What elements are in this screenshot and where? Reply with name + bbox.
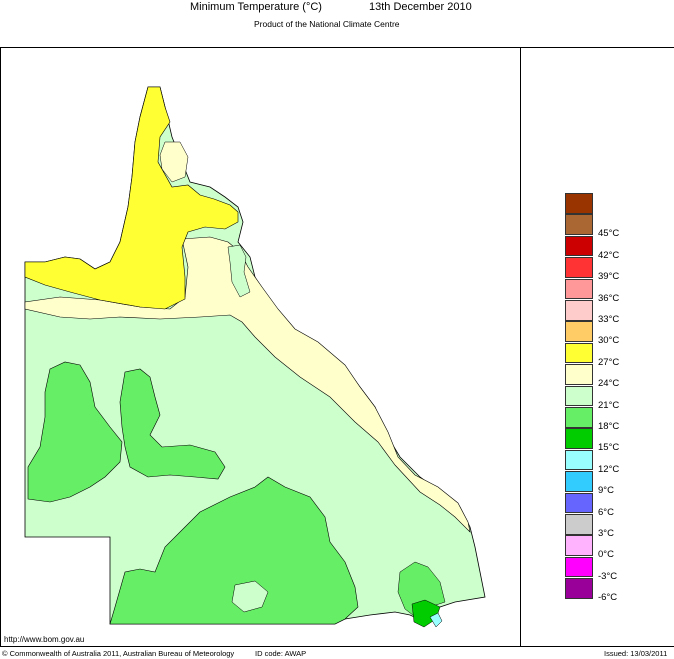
legend-swatch	[565, 342, 593, 364]
legend-swatch	[565, 492, 593, 514]
legend-swatch	[565, 257, 593, 278]
legend-label: 27°C	[598, 356, 620, 368]
legend-swatch	[565, 535, 593, 556]
queensland-map	[24, 86, 486, 628]
legend-swatch	[565, 428, 593, 449]
legend-swatch	[565, 278, 593, 300]
legend-label: 36°C	[598, 292, 620, 304]
legend-swatch	[565, 471, 593, 492]
region-21c-hole	[231, 580, 269, 613]
legend-label: 12°C	[598, 463, 620, 475]
region-18c-west	[27, 361, 123, 503]
legend-swatch	[565, 300, 593, 321]
region-21c-coast	[227, 244, 251, 298]
legend-swatch	[565, 578, 593, 599]
legend-swatch	[565, 235, 593, 257]
region-24c	[24, 236, 471, 533]
frame-left-edge	[0, 47, 1, 647]
id-code: ID code: AWAP	[255, 649, 307, 658]
legend-label: -6°C	[598, 592, 618, 604]
region-18c-south	[109, 476, 359, 625]
legend-label: 30°C	[598, 335, 620, 347]
region-12c	[429, 612, 443, 628]
legend-label: 3°C	[598, 528, 614, 539]
legend-label: 21°C	[598, 399, 620, 411]
map-header: Minimum Temperature (°C) 13th December 2…	[0, 0, 674, 46]
legend-label: 18°C	[598, 421, 620, 432]
legend-label: 33°C	[598, 314, 620, 325]
legend-label: -3°C	[598, 570, 618, 582]
region-24c-cape	[159, 141, 189, 183]
legend-label: 39°C	[598, 271, 620, 283]
legend-label: 15°C	[598, 442, 620, 454]
map-date: 13th December 2010	[369, 1, 472, 13]
legend-swatch	[565, 514, 593, 535]
map-subtitle: Product of the National Climate Centre	[254, 19, 400, 29]
legend-label: 6°C	[598, 506, 614, 518]
legend-label: 24°C	[598, 378, 620, 390]
legend-label: 42°C	[598, 249, 620, 261]
region-18c-central	[119, 368, 226, 480]
region-27c	[24, 86, 239, 310]
legend-divider	[520, 47, 521, 647]
legend-swatch	[565, 364, 593, 385]
legend-swatch	[565, 214, 593, 235]
legend-swatch	[565, 193, 593, 214]
legend-swatch	[565, 385, 593, 407]
map-title: Minimum Temperature (°C)	[190, 1, 322, 13]
legend-swatch	[565, 407, 593, 428]
legend-label: 9°C	[598, 485, 614, 497]
legend-swatch	[565, 449, 593, 471]
issued-date: Issued: 13/03/2011	[604, 649, 668, 658]
legend-swatch	[565, 321, 593, 342]
copyright-text: © Commonwealth of Australia 2011, Austra…	[2, 649, 235, 658]
map-frame	[0, 47, 674, 647]
legend-label: 0°C	[598, 549, 614, 561]
temperature-legend: 45°C 42°C 39°C 36°C 33°C 30°C 27°C 24°C 21°C 18°C…	[565, 193, 645, 604]
legend-label: 45°C	[598, 228, 620, 240]
bom-url: http://www.bom.gov.au	[4, 635, 85, 644]
legend-swatch	[565, 556, 593, 578]
